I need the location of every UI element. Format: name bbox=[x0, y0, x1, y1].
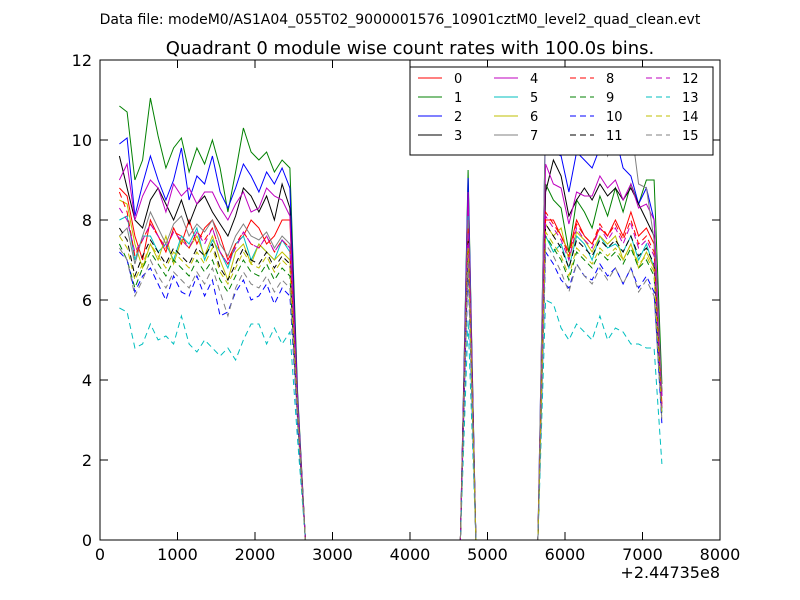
legend-frame bbox=[409, 66, 714, 156]
x-tick-label: 2000 bbox=[235, 545, 276, 564]
legend-label: 12 bbox=[682, 72, 699, 87]
legend-label: 3 bbox=[454, 129, 462, 144]
legend-item-12: 12 bbox=[646, 72, 699, 87]
legend-item-6: 6 bbox=[494, 110, 538, 125]
legend-item-7: 7 bbox=[494, 129, 538, 144]
legend-label: 5 bbox=[530, 91, 538, 106]
x-tick-label: 8000 bbox=[700, 545, 741, 564]
legend-item-9: 9 bbox=[570, 91, 614, 106]
x-tick-label: 3000 bbox=[312, 545, 353, 564]
legend-label: 4 bbox=[530, 72, 538, 87]
series-line-13 bbox=[119, 299, 663, 541]
y-tick-label: 4 bbox=[82, 371, 92, 390]
y-tick-label: 2 bbox=[82, 451, 92, 470]
legend-label: 9 bbox=[606, 91, 614, 106]
legend-item-5: 5 bbox=[494, 91, 538, 106]
legend-item-4: 4 bbox=[494, 72, 538, 87]
x-axis: 0 1000 2000 3000 4000 5000 6000 7000 8000 bbox=[95, 60, 740, 564]
legend-item-14: 14 bbox=[646, 110, 699, 125]
figure-suptitle: Data file: modeM0/AS1A04_055T02_90000015… bbox=[100, 12, 701, 28]
x-tick-label: 5000 bbox=[467, 545, 508, 564]
y-tick-label: 10 bbox=[72, 131, 92, 150]
series-line-14 bbox=[118, 230, 663, 541]
legend-label: 15 bbox=[682, 129, 699, 144]
legend-label: 1 bbox=[454, 91, 462, 106]
legend-item-0: 0 bbox=[418, 72, 462, 87]
y-tick-label: 8 bbox=[82, 211, 92, 230]
legend-item-15: 15 bbox=[646, 129, 699, 144]
series-line-8 bbox=[118, 191, 663, 541]
legend-label: 2 bbox=[454, 110, 462, 125]
x-tick-label: 0 bbox=[95, 545, 105, 564]
legend-item-2: 2 bbox=[418, 110, 462, 125]
legend-label: 14 bbox=[682, 110, 699, 125]
legend-label: 7 bbox=[530, 129, 538, 144]
legend-label: 13 bbox=[682, 91, 699, 106]
legend-item-10: 10 bbox=[570, 110, 623, 125]
chart-title: Quadrant 0 module wise count rates with … bbox=[166, 38, 655, 59]
series-line-10 bbox=[119, 250, 663, 541]
legend-label: 8 bbox=[606, 72, 614, 87]
legend-label: 10 bbox=[606, 110, 623, 125]
x-offset-label: +2.44735e8 bbox=[620, 563, 720, 582]
x-tick-label: 4000 bbox=[390, 545, 431, 564]
legend-item-8: 8 bbox=[570, 72, 614, 87]
legend-label: 6 bbox=[530, 110, 538, 125]
x-tick-label: 7000 bbox=[622, 545, 663, 564]
legend-item-11: 11 bbox=[570, 129, 623, 144]
y-tick-label: 0 bbox=[82, 531, 92, 550]
legend-item-13: 13 bbox=[646, 91, 699, 106]
legend-label: 11 bbox=[606, 129, 623, 144]
y-tick-label: 12 bbox=[72, 51, 92, 70]
legend-item-3: 3 bbox=[418, 129, 462, 144]
y-tick-label: 6 bbox=[82, 291, 92, 310]
x-tick-label: 1000 bbox=[157, 545, 198, 564]
legend-item-1: 1 bbox=[418, 91, 462, 106]
x-tick-label: 6000 bbox=[545, 545, 586, 564]
legend-label: 0 bbox=[454, 72, 462, 87]
